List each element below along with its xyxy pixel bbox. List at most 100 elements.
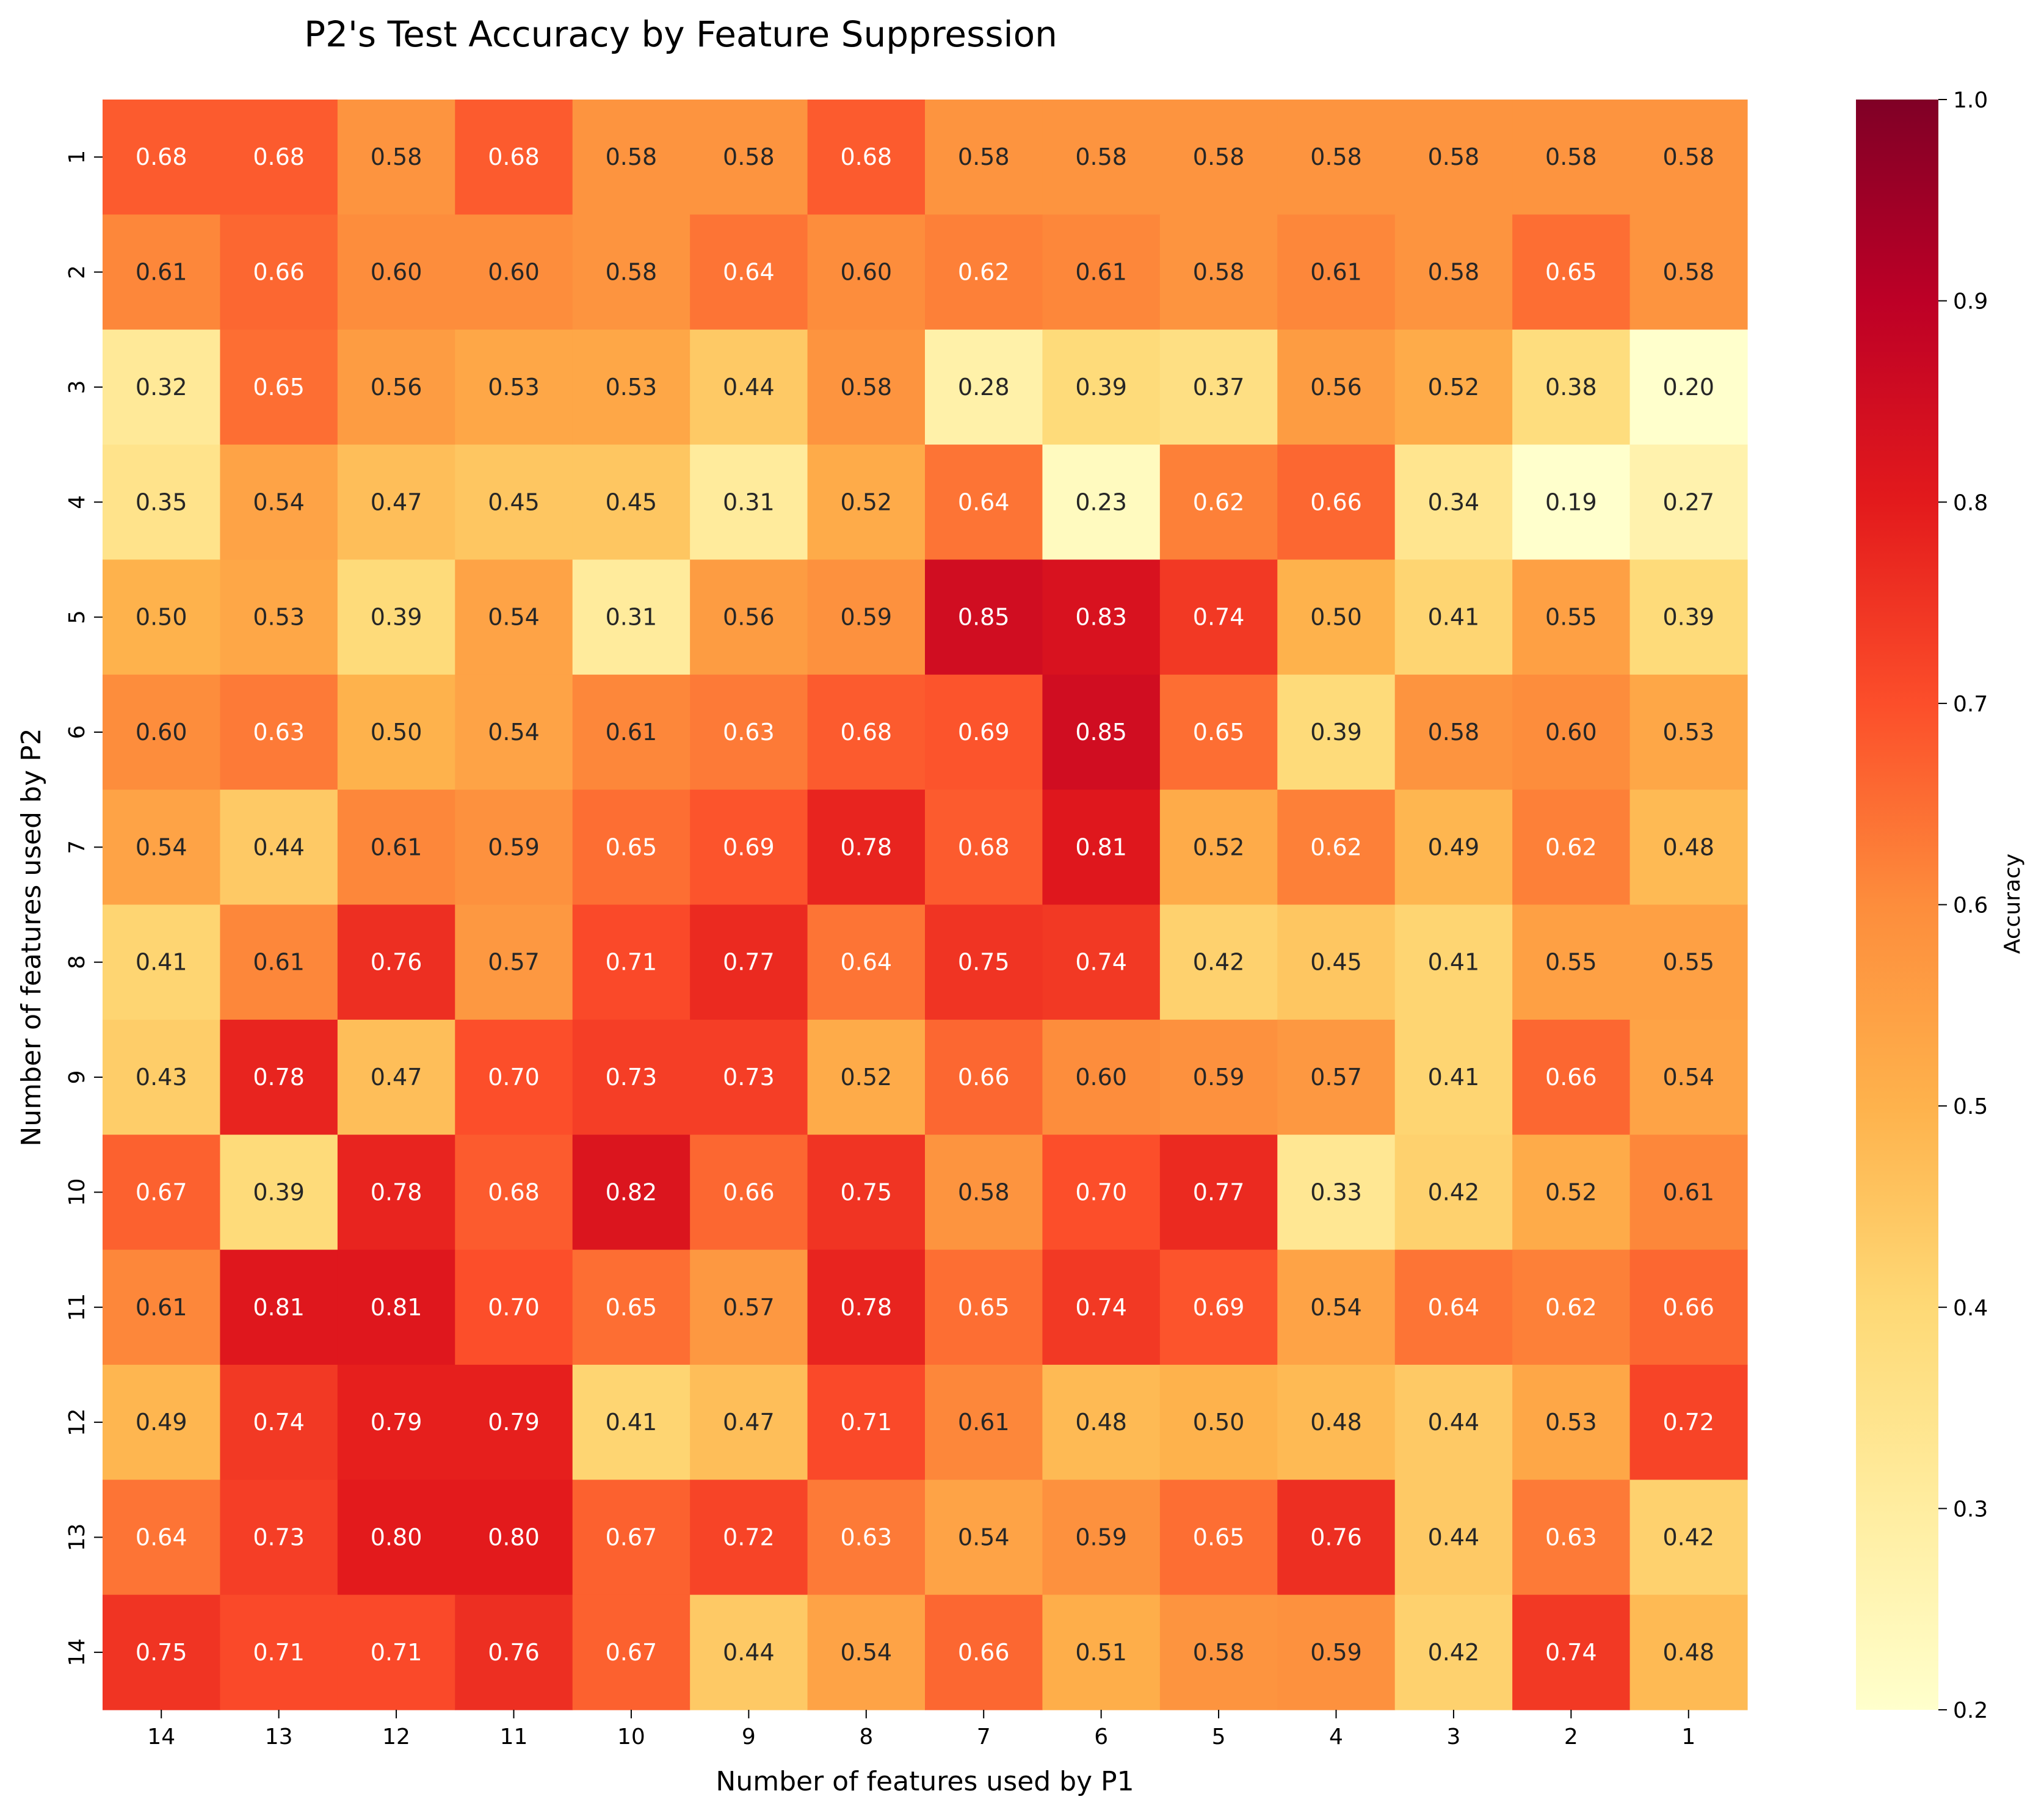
cell-value-label: 0.54 — [488, 719, 540, 746]
cell-value-label: 0.57 — [1310, 1064, 1362, 1091]
heatmap-cell — [925, 445, 1043, 561]
cell-value-label: 0.47 — [723, 1409, 775, 1436]
cell-value-label: 0.74 — [1075, 1294, 1127, 1321]
heatmap-cell — [690, 1019, 808, 1135]
heatmap-cell — [1159, 329, 1278, 445]
cell-value-label: 0.60 — [840, 259, 892, 286]
heatmap-cell — [220, 1019, 338, 1135]
cell-value-label: 0.74 — [1545, 1639, 1597, 1666]
heatmap-cell — [455, 1249, 573, 1365]
heatmap-cell — [1159, 674, 1278, 790]
heatmap-cell — [807, 1135, 926, 1251]
cell-value-label: 0.50 — [371, 719, 422, 746]
heatmap-cell — [1159, 445, 1278, 561]
cell-value-label: 0.69 — [1193, 1294, 1245, 1321]
cell-value-label: 0.73 — [253, 1524, 305, 1550]
cell-value-label: 0.58 — [606, 259, 658, 286]
heatmap-cell — [103, 1019, 221, 1135]
heatmap-cell — [807, 904, 926, 1020]
cell-value-label: 0.31 — [723, 489, 775, 515]
heatmap-cell — [455, 1135, 573, 1251]
heatmap-cell — [1277, 1480, 1396, 1596]
y-tick-label: 7 — [65, 840, 90, 854]
cell-value-label: 0.56 — [1310, 374, 1362, 401]
heatmap-cell — [1629, 214, 1748, 330]
heatmap-cell — [1394, 904, 1513, 1020]
heatmap-cell — [103, 214, 221, 330]
heatmap-cell — [455, 559, 573, 675]
cell-value-label: 0.72 — [723, 1524, 775, 1550]
x-tick-label: 7 — [977, 1724, 991, 1749]
x-tick-label: 10 — [617, 1724, 645, 1749]
y-tick-label: 6 — [65, 725, 90, 739]
heatmap-cell — [1042, 1249, 1161, 1365]
heatmap-cell — [220, 1249, 338, 1365]
heatmap-cell — [455, 1019, 573, 1135]
cell-value-label: 0.41 — [606, 1409, 658, 1436]
cell-value-label: 0.58 — [1193, 1639, 1245, 1666]
cell-value-label: 0.63 — [1545, 1524, 1597, 1550]
cell-value-label: 0.74 — [253, 1409, 305, 1436]
cell-value-label: 0.62 — [1545, 1294, 1597, 1321]
heatmap-cell — [1042, 445, 1161, 561]
colorbar-tick-label: 0.7 — [1953, 692, 1988, 717]
heatmap-cell — [103, 1480, 221, 1596]
heatmap-cell — [1277, 445, 1396, 561]
heatmap-cell — [807, 1480, 926, 1596]
heatmap-cell — [1394, 1480, 1513, 1596]
cell-value-label: 0.39 — [1662, 604, 1714, 631]
heatmap-cell — [455, 214, 573, 330]
cell-value-label: 0.70 — [488, 1294, 540, 1321]
heatmap-cell — [690, 100, 808, 215]
x-tick-label: 11 — [500, 1724, 528, 1749]
cell-value-label: 0.39 — [371, 604, 422, 631]
heatmap-cell — [1512, 904, 1631, 1020]
heatmap-cell — [1629, 559, 1748, 675]
x-tick-label: 14 — [147, 1724, 175, 1749]
cell-value-label: 0.65 — [1545, 259, 1597, 286]
cell-value-label: 0.68 — [488, 144, 540, 170]
cell-value-label: 0.83 — [1075, 604, 1127, 631]
cell-value-label: 0.63 — [723, 719, 775, 746]
cell-value-label: 0.44 — [723, 374, 775, 401]
heatmap-cell — [690, 904, 808, 1020]
cell-value-label: 0.58 — [723, 144, 775, 170]
cell-value-label: 0.48 — [1310, 1409, 1362, 1436]
cell-value-label: 0.77 — [723, 949, 775, 976]
cell-value-label: 0.44 — [723, 1639, 775, 1666]
y-tick-label: 11 — [65, 1293, 90, 1321]
cell-value-label: 0.78 — [371, 1179, 422, 1205]
heatmap-cell — [572, 1019, 690, 1135]
cell-value-label: 0.68 — [958, 834, 1010, 860]
cell-value-label: 0.42 — [1193, 949, 1245, 976]
heatmap-cell — [220, 445, 338, 561]
cell-value-label: 0.58 — [840, 374, 892, 401]
y-tick-label: 9 — [65, 1070, 90, 1085]
colorbar-tick-label: 0.4 — [1953, 1296, 1988, 1321]
y-tick-label: 2 — [65, 265, 90, 279]
heatmap-cell — [1042, 1480, 1161, 1596]
cell-value-label: 0.48 — [1075, 1409, 1127, 1436]
cell-value-label: 0.64 — [958, 489, 1010, 515]
heatmap-cell — [1277, 214, 1396, 330]
heatmap-cell — [103, 790, 221, 906]
heatmap-cell — [572, 904, 690, 1020]
heatmap-cell — [807, 445, 926, 561]
cell-value-label: 0.68 — [840, 719, 892, 746]
heatmap-cell — [1394, 100, 1513, 215]
heatmap-cell — [103, 1135, 221, 1251]
heatmap-cell — [807, 1249, 926, 1365]
cell-value-label: 0.61 — [371, 834, 422, 860]
heatmap-cell — [572, 100, 690, 215]
cell-value-label: 0.81 — [253, 1294, 305, 1321]
heatmap-cell — [103, 559, 221, 675]
cell-value-label: 0.76 — [371, 949, 422, 976]
cell-value-label: 0.70 — [488, 1064, 540, 1091]
heatmap-cell — [1159, 214, 1278, 330]
x-axis-label: Number of features used by P1 — [716, 1766, 1134, 1797]
heatmap-cell — [220, 1135, 338, 1251]
cell-value-label: 0.58 — [1193, 259, 1245, 286]
cell-value-label: 0.71 — [840, 1409, 892, 1436]
cell-value-label: 0.60 — [1075, 1064, 1127, 1091]
